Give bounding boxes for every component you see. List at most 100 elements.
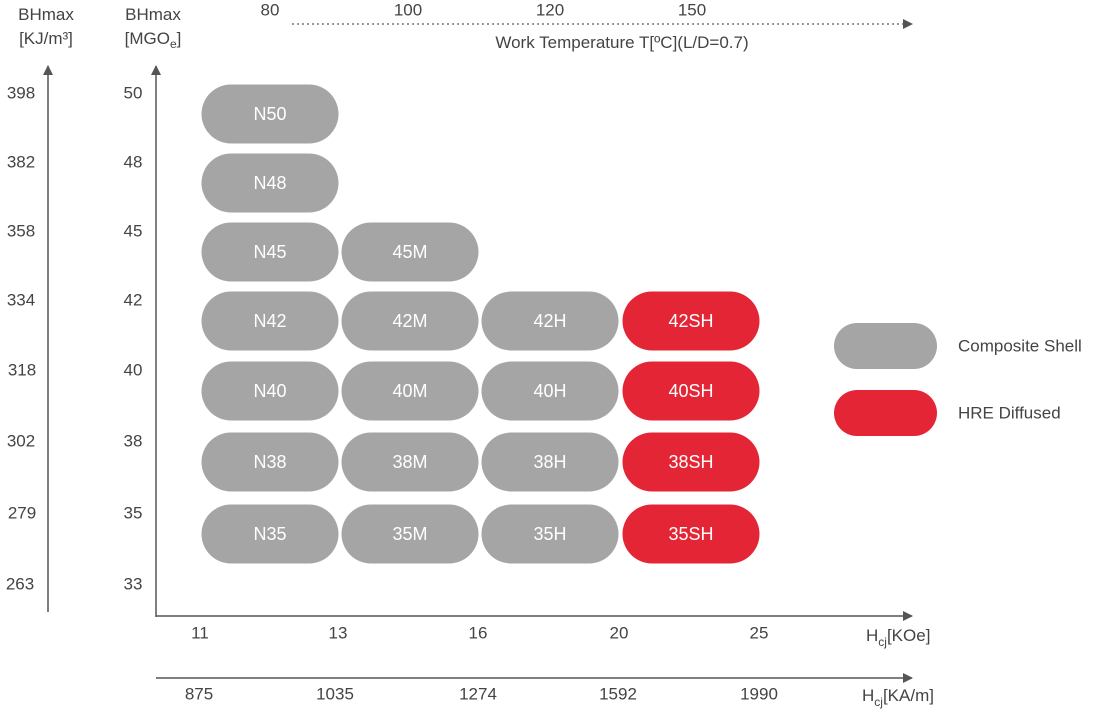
grade-pill-shape (201, 504, 339, 564)
x-tick-label: 20 (610, 623, 629, 642)
y-tick-label: 38 (124, 431, 143, 450)
bottom-axis-label: Hcj[KA/m] (862, 686, 934, 709)
grade-pill-label: 40SH (668, 381, 713, 401)
grade-pill-shape (341, 504, 479, 564)
grade-pill-label: 35H (533, 524, 566, 544)
x-tick-label: 13 (329, 623, 348, 642)
grade-pill: 38M (341, 432, 479, 492)
legend-item: Composite Shell (834, 323, 1082, 369)
grade-pill-label: 35SH (668, 524, 713, 544)
grade-pill-shape (201, 222, 339, 282)
y-tick-label: 50 (124, 83, 143, 102)
grade-pill-label: N35 (253, 524, 286, 544)
grade-pill: 40M (341, 361, 479, 421)
grade-pills: N50 N48 N45 45M N42 42M 42H 42SH N40 40M 40H 40SH N3… (201, 84, 760, 564)
left-tick-label: 318 (8, 360, 36, 379)
y-tick-label: 48 (124, 152, 143, 171)
grade-pill-shape (201, 361, 339, 421)
grade-pill-shape (481, 361, 619, 421)
x-tick-label: 16 (469, 623, 488, 642)
left-tick-label: 358 (7, 221, 35, 240)
top-tick-label: 150 (678, 0, 706, 19)
grade-pill-shape (622, 432, 760, 492)
grade-pill-label: 40H (533, 381, 566, 401)
grade-pill: N42 (201, 291, 339, 351)
grade-pill-label: N38 (253, 452, 286, 472)
left-axis-ticks: 398 382 358 334 318 302 279 263 (6, 83, 36, 593)
grade-pill-shape (622, 361, 760, 421)
grade-pill-shape (622, 504, 760, 564)
left-axis-title-line1: BHmax (18, 5, 74, 24)
x-axis-ticks: 11 13 16 20 25 (191, 623, 768, 642)
grade-pill-shape (201, 153, 339, 213)
y-tick-label: 42 (124, 290, 143, 309)
grade-pill-shape (341, 432, 479, 492)
x-tick-label: 25 (750, 623, 769, 642)
top-tick-label: 100 (394, 0, 422, 19)
legend-label: HRE Diffused (958, 403, 1061, 422)
grade-pill-label: 40M (392, 381, 427, 401)
left-tick-label: 398 (7, 83, 35, 102)
left-tick-label: 334 (7, 290, 35, 309)
left-tick-label: 302 (7, 431, 35, 450)
legend-swatch (834, 323, 937, 369)
top-axis-label: Work Temperature T[ºC](L/D=0.7) (495, 33, 748, 52)
left-tick-label: 279 (8, 503, 36, 522)
grade-pill: 42SH (622, 291, 760, 351)
grade-pill-shape (201, 84, 339, 144)
grade-pill: 38SH (622, 432, 760, 492)
left-axis-title-line2: [KJ/m³] (19, 29, 73, 48)
grade-pill-shape (622, 291, 760, 351)
top-axis-ticks: 80 100 120 150 (261, 0, 707, 19)
y-tick-label: 35 (124, 503, 143, 522)
grade-pill: 40H (481, 361, 619, 421)
grade-pill-label: 45M (392, 242, 427, 262)
top-tick-label: 120 (536, 0, 564, 19)
grade-pill: 45M (341, 222, 479, 282)
grade-pill: N35 (201, 504, 339, 564)
x-axis-label: Hcj[KOe] (866, 626, 930, 649)
grade-pill-label: 42H (533, 311, 566, 331)
bottom-tick-label: 1035 (316, 684, 354, 703)
bottom-tick-label: 1274 (459, 684, 497, 703)
grade-pill-label: 38H (533, 452, 566, 472)
grade-pill-shape (201, 291, 339, 351)
x-tick-label: 11 (191, 623, 209, 642)
grade-pill: 42H (481, 291, 619, 351)
legend-swatch (834, 390, 937, 436)
legend: Composite Shell HRE Diffused (834, 323, 1082, 436)
grade-pill: 35H (481, 504, 619, 564)
grade-pill-shape (341, 361, 479, 421)
grade-pill-label: N42 (253, 311, 286, 331)
grade-pill-label: N45 (253, 242, 286, 262)
grade-pill-shape (201, 432, 339, 492)
left-tick-label: 263 (6, 574, 34, 593)
y-axis-title-line2: [MGOe] (125, 29, 182, 51)
y-axis-title-line1: BHmax (125, 5, 181, 24)
left-tick-label: 382 (7, 152, 35, 171)
legend-label: Composite Shell (958, 336, 1082, 355)
y-tick-label: 45 (124, 221, 143, 240)
y-tick-label: 40 (124, 360, 143, 379)
grade-pill-shape (481, 504, 619, 564)
grade-pill-shape (481, 291, 619, 351)
grade-pill: 35SH (622, 504, 760, 564)
grade-pill: 38H (481, 432, 619, 492)
grade-pill-label: N40 (253, 381, 286, 401)
grade-pill-label: N48 (253, 173, 286, 193)
grade-pill-label: N50 (253, 104, 286, 124)
bottom-tick-label: 1990 (740, 684, 778, 703)
grade-pill-shape (341, 291, 479, 351)
top-tick-label: 80 (261, 0, 280, 19)
grade-pill: 40SH (622, 361, 760, 421)
grade-pill: 42M (341, 291, 479, 351)
grade-pill: N50 (201, 84, 339, 144)
grade-pill-label: 35M (392, 524, 427, 544)
grade-pill-shape (481, 432, 619, 492)
bottom-tick-label: 875 (185, 684, 213, 703)
grade-pill: 35M (341, 504, 479, 564)
grade-pill-label: 42SH (668, 311, 713, 331)
grade-pill: N38 (201, 432, 339, 492)
grade-pill: N40 (201, 361, 339, 421)
